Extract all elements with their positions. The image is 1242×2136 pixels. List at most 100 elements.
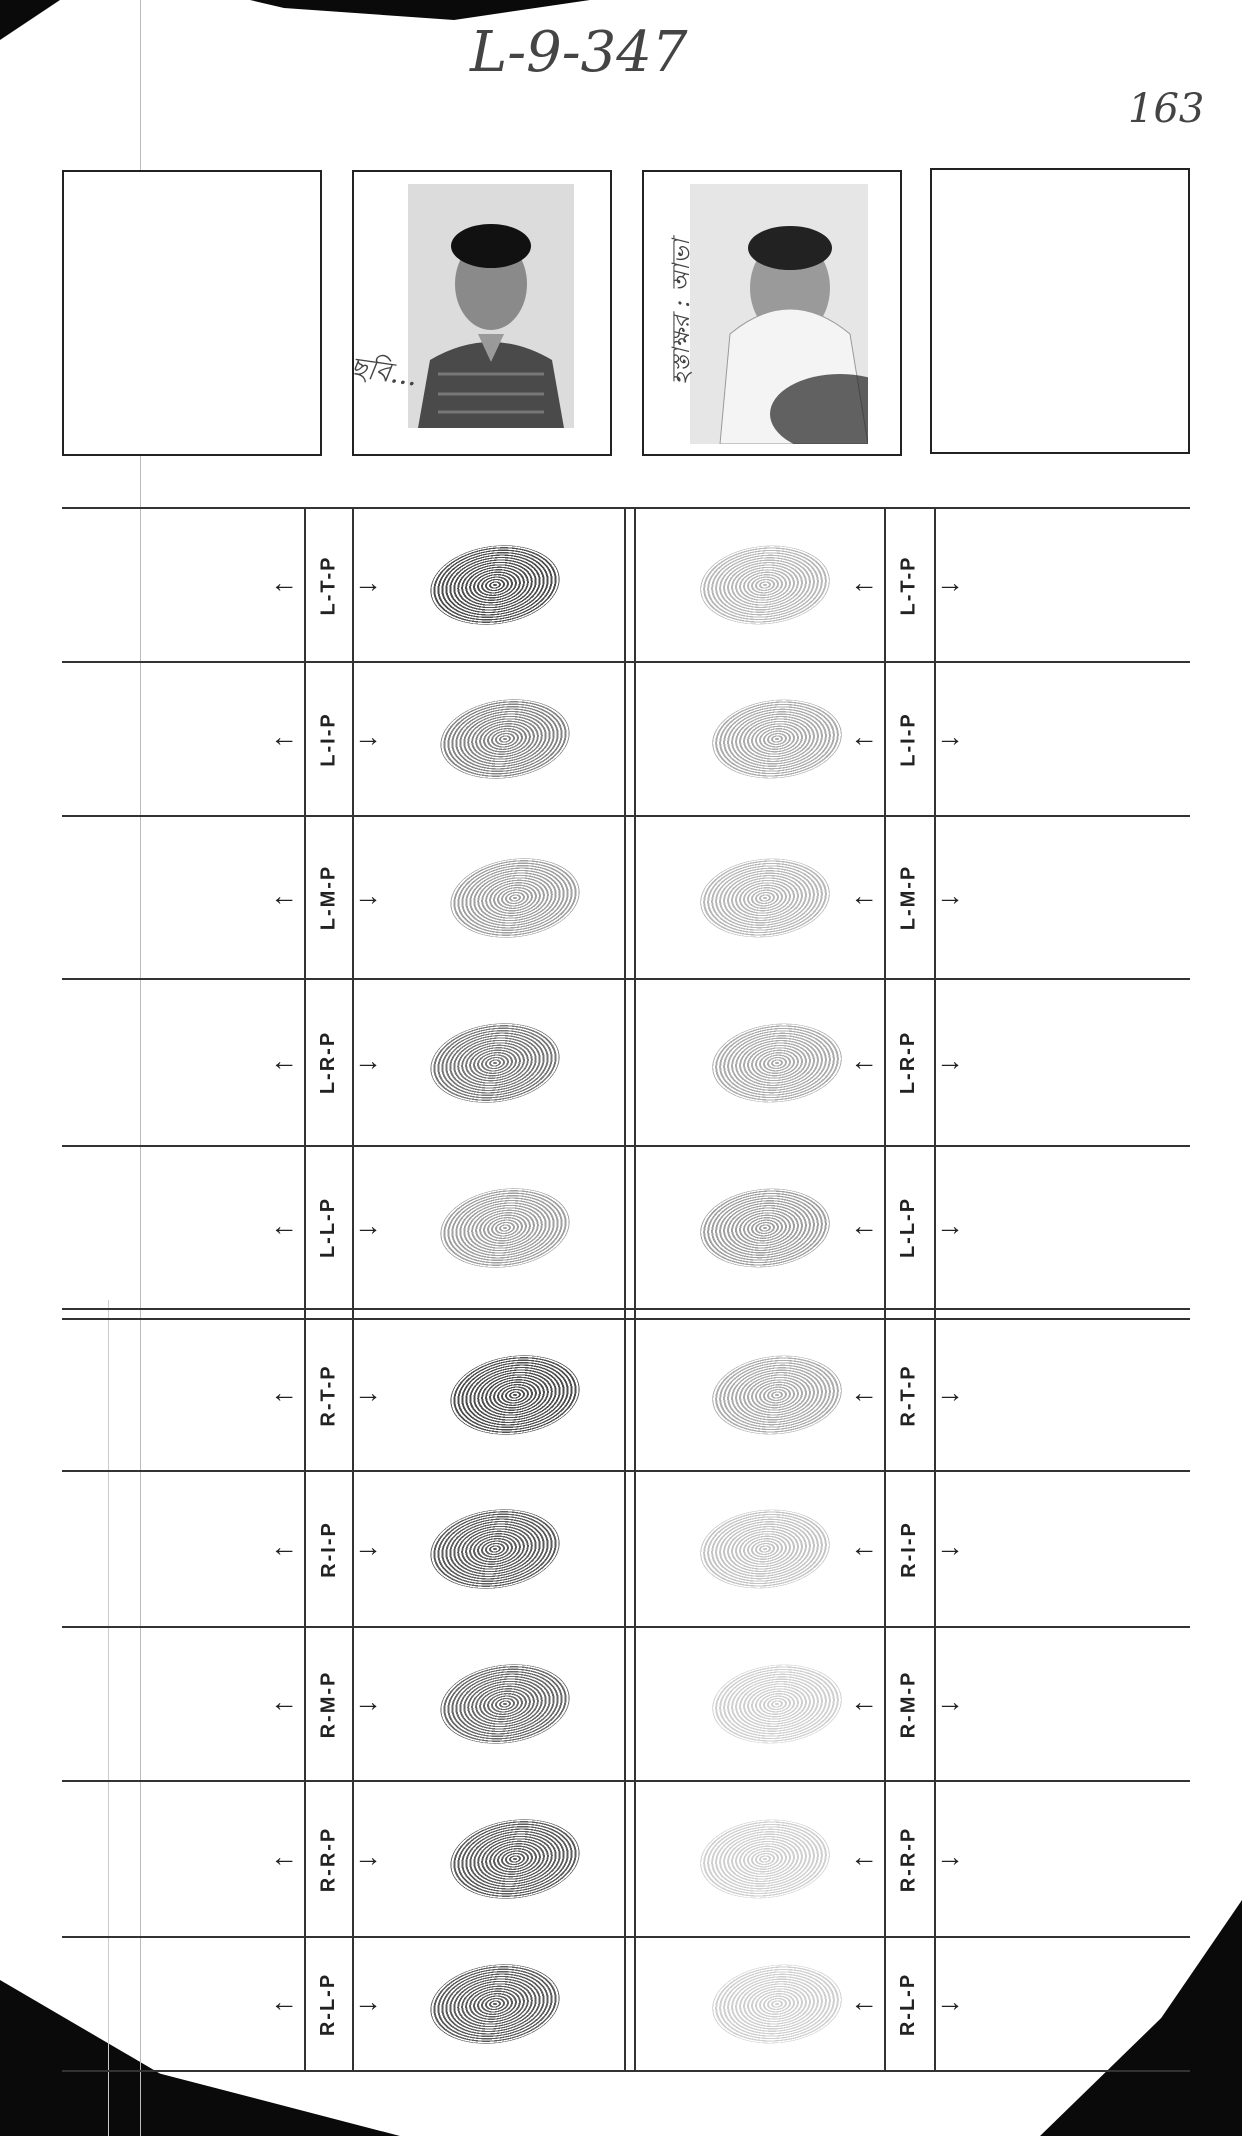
fingerprint-applicant-2 [708,1016,846,1109]
arrow-left-icon: ← [850,1531,878,1562]
arrow-right-icon: → [936,1841,964,1872]
finger-code-right: L-I-P [897,711,920,767]
finger-label-right: R-T-P [886,1320,932,1470]
fingerprint-applicant-1 [435,1179,575,1276]
finger-code-right: L-T-P [897,555,920,615]
arrow-left-icon: ← [270,1841,298,1872]
finger-label-left: R-M-P [306,1628,352,1780]
fingerprint-applicant-1 [435,691,575,787]
arrow-right-icon: → [354,1986,382,2017]
fingerprint-applicant-1 [445,1811,585,1907]
arrow-left-icon: ← [850,879,878,911]
arrow-right-icon: → [936,1986,964,2017]
finger-label-left: R-T-P [306,1320,352,1470]
row-separator [62,1145,1190,1147]
scan-corner-top-left [0,0,60,40]
arrow-right-icon: → [354,1044,382,1076]
finger-label-right: L-T-P [886,509,932,661]
row-separator [62,1780,1190,1782]
finger-code-right: R-I-P [897,1520,920,1578]
applicant-2-photo [690,184,868,444]
fold-line [140,0,141,2136]
photo-box-empty-left [62,170,322,456]
finger-label-left: R-L-P [306,1938,352,2070]
finger-label-right: R-I-P [886,1472,932,1626]
row-separator [62,978,1190,980]
photo-box-empty-right [930,168,1190,454]
finger-label-left: L-R-P [306,980,352,1145]
finger-label-right: L-M-P [886,817,932,978]
arrow-right-icon: → [354,1377,382,1408]
arrow-right-icon: → [936,879,964,911]
fingerprint-applicant-2 [696,851,834,944]
photo-box-applicant-2: হস্তাক্ষর : আভা [642,170,902,456]
arrow-right-icon: → [936,1209,964,1241]
fingerprint-applicant-2 [696,1503,834,1595]
photo-box-applicant-1: ছবি... [348,170,612,456]
fingerprint-applicant-2 [708,693,846,785]
fingerprint-applicant-2 [696,1181,834,1274]
arrow-left-icon: ← [850,1377,878,1408]
fingerprint-applicant-2 [708,1349,846,1441]
arrow-left-icon: ← [270,1377,298,1408]
fingerprint-applicant-1 [435,1656,575,1752]
finger-code-left: R-T-P [317,1363,340,1427]
arrow-right-icon: → [936,1531,964,1562]
arrow-right-icon: → [354,721,382,752]
page-number: 163 [1128,86,1205,132]
finger-code-left: L-T-P [317,555,340,615]
finger-code-left: R-R-P [317,1826,340,1892]
reference-number: L-9-347 [470,20,688,85]
grid-label-left-b [352,507,354,2072]
fingerprint-applicant-2 [696,539,834,631]
finger-code-right: R-R-P [897,1826,920,1892]
finger-code-left: R-I-P [317,1520,340,1578]
finger-code-right: L-R-P [897,1030,920,1095]
finger-code-right: R-L-P [897,1972,920,2036]
finger-label-left: L-I-P [306,663,352,815]
arrow-right-icon: → [936,1686,964,1717]
arrow-left-icon: ← [270,1531,298,1562]
finger-label-right: L-L-P [886,1147,932,1308]
finger-label-right: R-M-P [886,1628,932,1780]
grid-label-right-a [884,507,886,2072]
finger-label-right: R-L-P [886,1938,932,2070]
arrow-right-icon: → [936,1377,964,1408]
arrow-left-icon: ← [850,1841,878,1872]
finger-code-left: L-R-P [317,1030,340,1095]
scan-corner-top-right [250,0,590,20]
grid-top-line [62,507,1190,509]
finger-code-right: R-T-P [897,1363,920,1427]
grid-hand-divider [62,1308,1190,1310]
finger-code-right: L-L-P [897,1196,920,1259]
arrow-left-icon: ← [270,1986,298,2017]
arrow-left-icon: ← [850,1986,878,2017]
finger-label-left: R-I-P [306,1472,352,1626]
arrow-right-icon: → [354,1841,382,1872]
row-separator [62,1936,1190,1938]
arrow-right-icon: → [936,1044,964,1076]
grid-hand-divider [62,1318,1190,1320]
arrow-left-icon: ← [850,721,878,752]
row-separator [62,1470,1190,1472]
arrow-left-icon: ← [270,1686,298,1717]
finger-label-left: L-L-P [306,1147,352,1308]
fingerprint-applicant-1 [425,1014,565,1111]
finger-code-left: R-M-P [317,1670,340,1738]
arrow-right-icon: → [936,721,964,752]
finger-code-right: L-M-P [897,864,920,931]
fingerprint-applicant-2 [708,1658,846,1750]
row-separator [62,1626,1190,1628]
arrow-right-icon: → [354,567,382,598]
fingerprint-applicant-1 [425,1501,565,1597]
finger-label-left: L-M-P [306,817,352,978]
arrow-left-icon: ← [270,721,298,752]
finger-code-left: L-M-P [317,864,340,931]
arrow-left-icon: ← [850,1044,878,1076]
finger-code-right: R-M-P [897,1670,920,1738]
arrow-left-icon: ← [850,1209,878,1241]
row-separator [62,661,1190,663]
fold-line [108,1300,109,2136]
finger-label-right: R-R-P [886,1782,932,1936]
